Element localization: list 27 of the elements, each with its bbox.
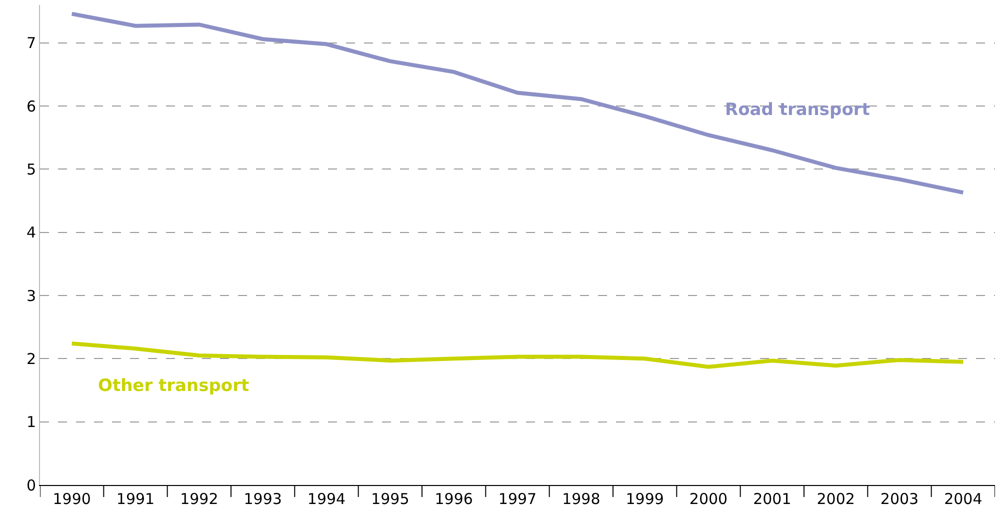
x-tick-label: 1994 <box>307 490 346 508</box>
series-label: Road transport <box>725 100 870 120</box>
x-tick-label: 2002 <box>816 490 855 508</box>
x-tick-label: 1992 <box>180 490 218 508</box>
x-tick-label: 1999 <box>626 490 664 508</box>
y-tick-label: 5 <box>26 160 36 178</box>
y-tick-label: 3 <box>26 286 36 305</box>
x-tick-label: 1995 <box>371 490 410 508</box>
x-tick-label: 2003 <box>880 490 919 508</box>
x-tick-label: 2001 <box>753 490 792 508</box>
x-tick-label: 1997 <box>498 490 537 508</box>
line-series <box>70 342 966 369</box>
y-tick-label: 1 <box>26 413 36 432</box>
x-tick-label: 1998 <box>562 490 600 508</box>
y-tick-label: 2 <box>26 350 36 368</box>
x-tick-label: 2004 <box>944 490 982 508</box>
x-tick-label: 1996 <box>434 490 473 508</box>
x-tick-label: 2000 <box>689 490 728 508</box>
x-tick-label: 1993 <box>244 490 282 508</box>
y-tick-label: 4 <box>26 224 36 242</box>
y-tick-label: 7 <box>26 34 36 52</box>
x-tick-label: 1990 <box>52 490 91 508</box>
y-tick-label: 6 <box>26 97 36 116</box>
x-tick-label: 1991 <box>116 490 155 508</box>
y-tick-label: 0 <box>26 476 36 494</box>
series-label: Other transport <box>98 376 250 396</box>
line-series <box>70 12 966 195</box>
